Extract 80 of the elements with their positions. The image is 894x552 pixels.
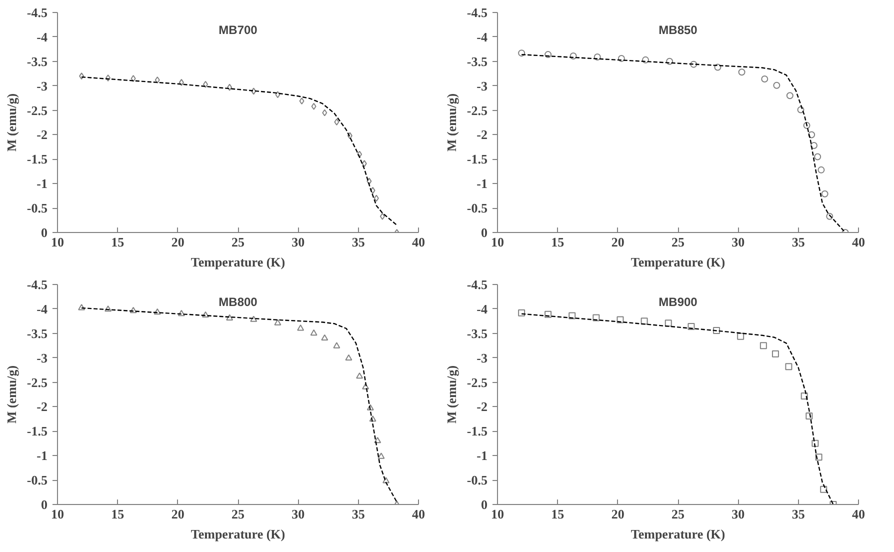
y-tick-label: -2 (36, 399, 48, 414)
y-tick-label: 0 (41, 225, 48, 240)
x-tick-label: 25 (232, 506, 245, 522)
y-tick-label: -1.5 (26, 152, 48, 167)
y-tick-label: -2 (476, 399, 488, 414)
x-tick-label: 40 (852, 234, 865, 250)
x-tick-label: 15 (111, 234, 125, 250)
y-axis-title: M (emu/g) (444, 93, 459, 152)
x-axis-title: Temperature (K) (630, 526, 726, 542)
y-tick-label: -1.5 (466, 152, 488, 167)
x-tick-label: 35 (792, 234, 806, 250)
x-tick-label: 40 (412, 234, 425, 250)
y-tick-label: -3.5 (26, 54, 48, 69)
y-tick-label: 0 (481, 497, 488, 512)
x-tick-label: 35 (352, 506, 366, 522)
y-tick-label: -4.5 (26, 277, 48, 292)
y-tick-label: -4 (476, 29, 488, 44)
y-tick-label: -1 (476, 448, 488, 464)
y-tick-label: 0 (41, 497, 48, 512)
y-axis-title: M (emu/g) (4, 365, 19, 424)
y-tick-label: -3.5 (466, 326, 488, 341)
y-tick-label: -1.5 (26, 424, 48, 439)
x-tick-label: 10 (51, 234, 64, 250)
x-tick-label: 35 (792, 506, 806, 522)
x-tick-label: 25 (672, 234, 685, 250)
y-tick-label: -0.5 (26, 472, 48, 488)
y-tick-label: -0.5 (26, 200, 48, 216)
x-tick-label: 30 (292, 506, 305, 522)
y-tick-label: -3 (36, 350, 48, 366)
y-tick-label: -1 (36, 176, 48, 192)
x-tick-label: 30 (732, 234, 745, 250)
text: MB800 (218, 295, 258, 310)
y-tick-label: -4 (476, 301, 488, 316)
x-tick-label: 20 (611, 506, 624, 522)
x-tick-label: 15 (111, 506, 125, 522)
x-tick-label: 35 (352, 234, 366, 250)
text: MB700 (218, 23, 258, 38)
y-tick-label: -3 (476, 78, 488, 94)
y-tick-label: -4.5 (26, 5, 48, 20)
x-tick-label: 20 (611, 234, 624, 250)
y-tick-label: 0 (481, 225, 488, 240)
y-tick-label: -2.5 (466, 102, 488, 118)
text: MB850 (658, 23, 698, 38)
y-tick-label: -2 (36, 127, 48, 142)
y-axis-title: M (emu/g) (444, 365, 459, 424)
x-axis-title: Temperature (K) (630, 254, 726, 270)
x-tick-label: 30 (732, 506, 745, 522)
y-tick-label: -1 (476, 176, 488, 192)
y-tick-label: -0.5 (466, 200, 488, 216)
y-tick-label: -3.5 (26, 326, 48, 341)
x-tick-label: 10 (51, 506, 64, 522)
y-tick-label: -3 (36, 78, 48, 94)
x-tick-label: 40 (412, 506, 425, 522)
x-tick-label: 10 (491, 234, 504, 250)
x-tick-label: 10 (491, 506, 504, 522)
y-tick-label: -3.5 (466, 54, 488, 69)
x-tick-label: 25 (232, 234, 245, 250)
x-axis-title: Temperature (K) (190, 254, 286, 270)
y-tick-label: -2.5 (26, 374, 48, 390)
y-tick-label: -2.5 (26, 102, 48, 118)
y-tick-label: -4 (36, 29, 48, 44)
text: MB900 (658, 295, 698, 310)
y-tick-label: -4.5 (466, 5, 488, 20)
y-tick-label: -3 (476, 350, 488, 366)
y-tick-label: -4.5 (466, 277, 488, 292)
x-tick-label: 25 (672, 506, 685, 522)
x-tick-label: 40 (852, 506, 865, 522)
x-tick-label: 20 (171, 506, 184, 522)
x-tick-label: 15 (551, 234, 565, 250)
x-tick-label: 20 (171, 234, 184, 250)
y-tick-label: -1.5 (466, 424, 488, 439)
x-tick-label: 15 (551, 506, 565, 522)
y-tick-label: -2 (476, 127, 488, 142)
y-tick-label: -0.5 (466, 472, 488, 488)
x-axis-title: Temperature (K) (190, 526, 286, 542)
y-tick-label: -2.5 (466, 374, 488, 390)
x-tick-label: 30 (292, 234, 305, 250)
y-axis-title: M (emu/g) (4, 93, 19, 152)
y-tick-label: -1 (36, 448, 48, 464)
y-tick-label: -4 (36, 301, 48, 316)
